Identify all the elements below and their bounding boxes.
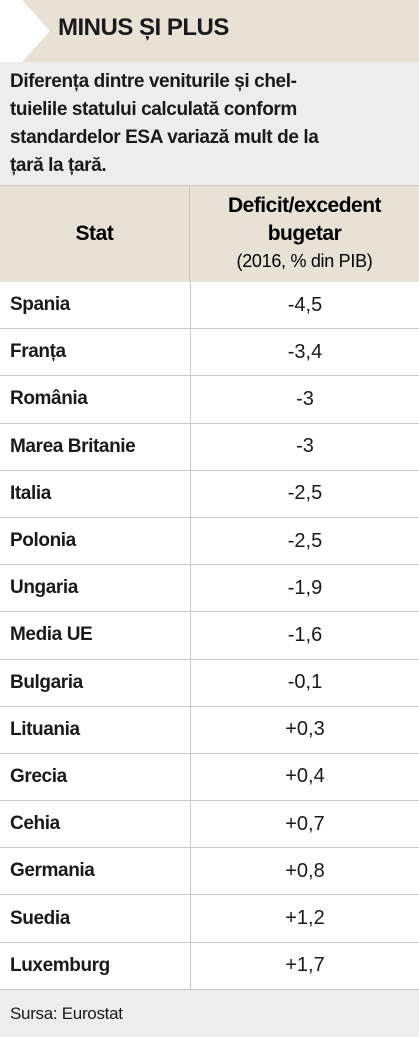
value-cell: -3	[190, 423, 419, 470]
table-row: Luxemburg +1,7	[0, 942, 419, 990]
subtitle: Diferența dintre veniturile și chel-tuie…	[0, 62, 419, 185]
table-header: Stat Deficit/excedent bugetar (2016, % d…	[0, 185, 419, 282]
country-cell: Franța	[10, 341, 66, 363]
table-row: Italia -2,5	[0, 470, 419, 518]
value-cell: +1,2	[190, 895, 419, 942]
country-cell: Media UE	[10, 624, 93, 646]
country-cell: Polonia	[10, 530, 76, 552]
value-cell: -3,4	[190, 329, 419, 376]
table-row: Media UE -1,6	[0, 612, 419, 660]
country-cell: Suedia	[10, 907, 70, 929]
value-cell: -2,5	[190, 517, 419, 565]
table-row: România -3	[0, 376, 419, 424]
country-cell: Bulgaria	[10, 671, 83, 693]
value-cell: -1,9	[190, 565, 419, 612]
value-cell: +0,4	[190, 753, 419, 801]
value-cell: +1,7	[190, 942, 419, 989]
country-cell: Marea Britanie	[10, 435, 136, 457]
country-cell: Germania	[10, 860, 95, 882]
value-cell: +0,8	[190, 848, 419, 895]
subtitle-line: țară la țară.	[10, 155, 107, 176]
title-bar: MINUS ȘI PLUS	[0, 0, 419, 62]
table-row: Marea Britanie -3	[0, 423, 419, 471]
country-cell: Spania	[10, 294, 70, 316]
value-cell: +0,3	[190, 706, 419, 753]
value-cell: -2,5	[190, 470, 419, 517]
country-cell: Italia	[10, 482, 51, 504]
column-note: (2016, % din PIB)	[236, 251, 373, 271]
country-cell: Grecia	[10, 765, 67, 787]
arrow-icon	[0, 0, 50, 62]
column-header: Deficit/excedent bugetar (2016, % din PI…	[190, 192, 419, 274]
country-cell: Ungaria	[10, 577, 78, 599]
value-cell: -4,5	[190, 282, 419, 329]
value-cell: -3	[190, 376, 419, 423]
table-row: Bulgaria -0,1	[0, 659, 419, 707]
table-row: Grecia +0,4	[0, 753, 419, 802]
subtitle-line: Diferența dintre veniturile și chel-	[10, 71, 297, 92]
source: Sursa: Eurostat	[0, 990, 419, 1037]
table-row: Ungaria -1,9	[0, 565, 419, 613]
subtitle-line: standardelor ESA variază mult de la	[10, 127, 319, 148]
title: MINUS ȘI PLUS	[58, 14, 229, 41]
country-cell: Luxemburg	[10, 954, 110, 976]
table-row: Franța -3,4	[0, 329, 419, 377]
column-header: Stat	[0, 186, 190, 282]
value-cell: +0,7	[190, 801, 419, 848]
country-cell: România	[10, 388, 88, 410]
table-row: Lituania +0,3	[0, 706, 419, 754]
table-row: Spania -4,5	[0, 282, 419, 330]
table-row: Germania +0,8	[0, 848, 419, 896]
table-row: Cehia +0,7	[0, 801, 419, 849]
table-row: Suedia +1,2	[0, 895, 419, 943]
column-title: Deficit/excedent bugetar	[227, 194, 382, 245]
subtitle-line: tuielile statului calculată conform	[10, 99, 297, 120]
value-cell: -0,1	[190, 659, 419, 706]
country-cell: Lituania	[10, 718, 80, 740]
table-body: Spania -4,5 Franța -3,4 România -3 Marea Brita…	[0, 282, 419, 990]
table-row: Polonia -2,5	[0, 517, 419, 566]
value-cell: -1,6	[190, 612, 419, 659]
country-cell: Cehia	[10, 813, 60, 835]
